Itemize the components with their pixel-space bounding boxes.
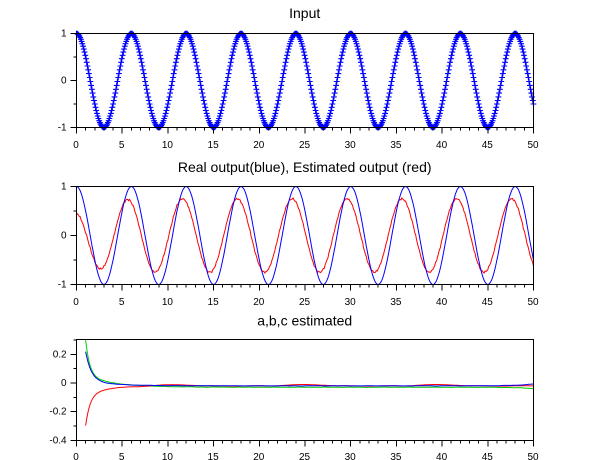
svg-text:-0.2: -0.2 <box>49 407 67 418</box>
svg-text:45: 45 <box>482 140 494 151</box>
svg-text:50: 50 <box>527 297 539 308</box>
svg-text:5: 5 <box>119 140 125 151</box>
svg-text:20: 20 <box>253 297 265 308</box>
svg-text:a,b,c estimated: a,b,c estimated <box>257 313 352 329</box>
svg-text:0: 0 <box>61 76 67 87</box>
svg-text:Input: Input <box>289 5 320 21</box>
svg-text:0: 0 <box>61 231 67 242</box>
svg-text:5: 5 <box>119 297 125 308</box>
svg-text:1: 1 <box>61 29 67 40</box>
svg-text:30: 30 <box>345 140 357 151</box>
svg-text:15: 15 <box>208 452 220 460</box>
svg-text:35: 35 <box>390 140 402 151</box>
svg-text:0: 0 <box>61 378 67 389</box>
svg-text:1: 1 <box>61 182 67 193</box>
svg-text:0: 0 <box>73 297 79 308</box>
svg-text:-1: -1 <box>58 280 67 291</box>
svg-text:-0.4: -0.4 <box>49 435 67 446</box>
svg-text:15: 15 <box>208 140 220 151</box>
svg-text:35: 35 <box>390 297 402 308</box>
svg-text:45: 45 <box>482 452 494 460</box>
svg-text:20: 20 <box>253 452 265 460</box>
svg-text:0.2: 0.2 <box>53 349 67 360</box>
svg-text:25: 25 <box>299 140 311 151</box>
svg-text:25: 25 <box>299 297 311 308</box>
svg-text:-1: -1 <box>58 123 67 134</box>
svg-text:40: 40 <box>436 140 448 151</box>
svg-text:0: 0 <box>73 140 79 151</box>
svg-text:5: 5 <box>119 452 125 460</box>
svg-text:30: 30 <box>345 297 357 308</box>
svg-text:50: 50 <box>527 140 539 151</box>
svg-text:40: 40 <box>436 452 448 460</box>
svg-text:0: 0 <box>73 452 79 460</box>
svg-text:35: 35 <box>390 452 402 460</box>
svg-text:Real output(blue), Estimated o: Real output(blue), Estimated output (red… <box>178 159 432 175</box>
svg-text:10: 10 <box>162 140 174 151</box>
svg-text:10: 10 <box>162 452 174 460</box>
svg-text:45: 45 <box>482 297 494 308</box>
svg-text:15: 15 <box>208 297 220 308</box>
svg-text:25: 25 <box>299 452 311 460</box>
svg-text:40: 40 <box>436 297 448 308</box>
svg-text:10: 10 <box>162 297 174 308</box>
svg-text:30: 30 <box>345 452 357 460</box>
svg-text:50: 50 <box>527 452 539 460</box>
svg-text:20: 20 <box>253 140 265 151</box>
